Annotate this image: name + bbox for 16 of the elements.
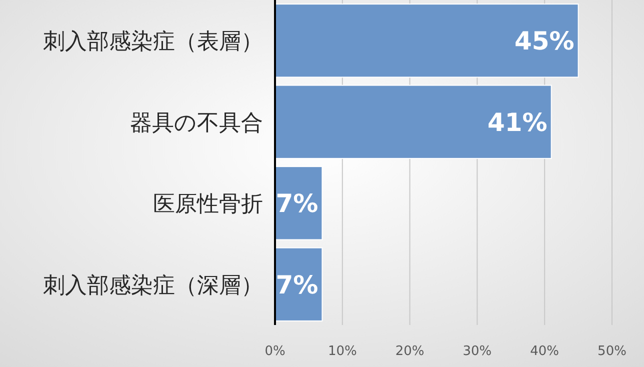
y-tick-label: 医原性骨折 xyxy=(153,192,263,218)
x-tick-label: 40% xyxy=(530,344,560,359)
data-label: 45% xyxy=(514,26,574,56)
bar xyxy=(274,4,579,78)
x-tick-label: 50% xyxy=(598,344,626,359)
data-label: 41% xyxy=(487,108,548,137)
data-label: 7% xyxy=(276,270,318,300)
x-tick-label: 10% xyxy=(328,344,357,359)
x-tick-label: 30% xyxy=(462,344,492,359)
y-tick-label: 器具の不具合 xyxy=(130,110,263,136)
bar xyxy=(274,84,552,159)
y-tick-label: 刺入部感染症（深層） xyxy=(43,273,263,298)
x-tick-label: 0% xyxy=(264,344,286,359)
x-tick-label: 20% xyxy=(395,344,424,359)
data-label: 7% xyxy=(276,189,318,218)
y-tick-label: 刺入部感染症（表層） xyxy=(43,30,263,55)
